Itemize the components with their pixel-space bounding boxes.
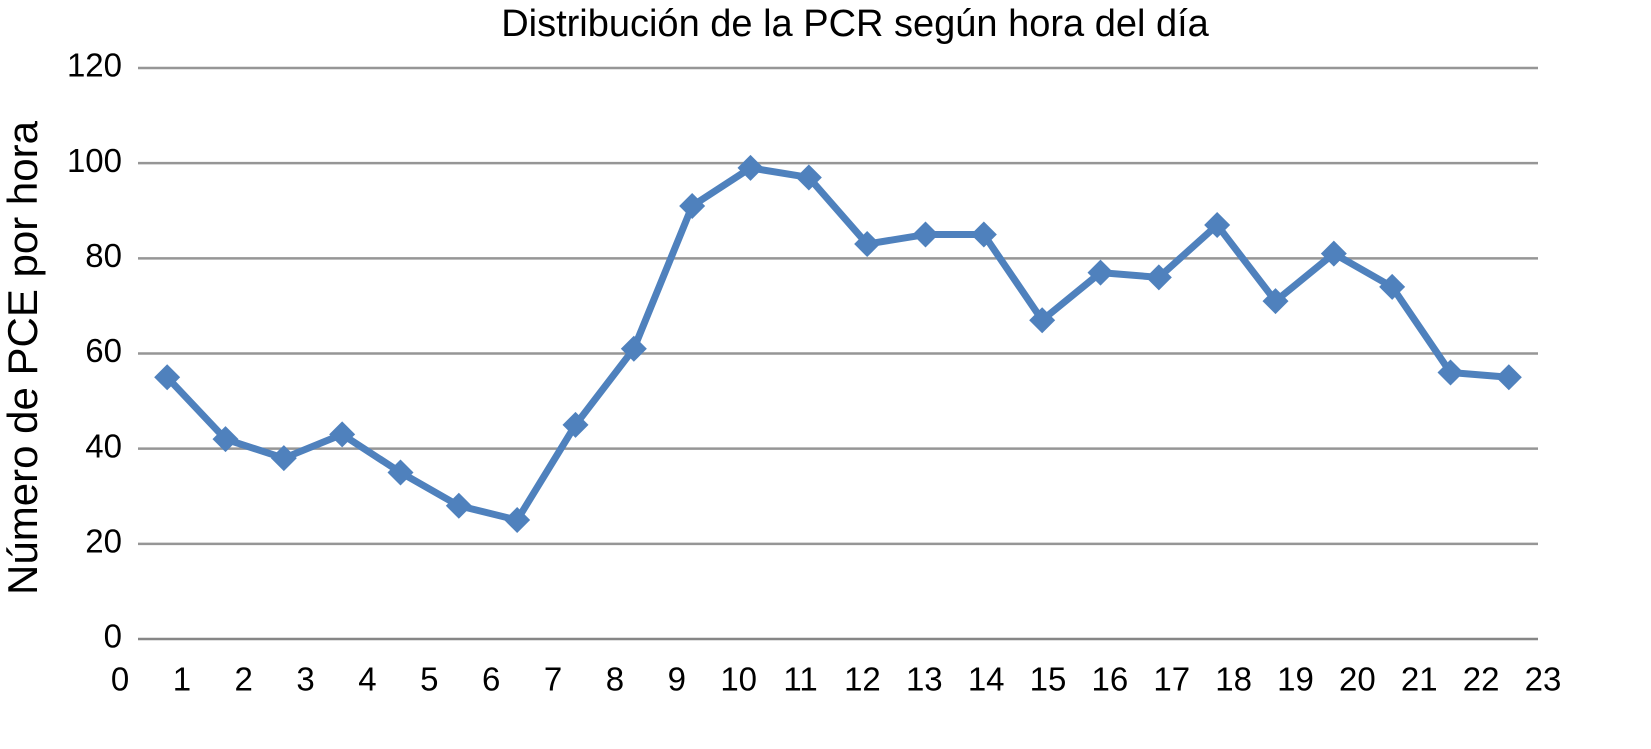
x-tick-label: 6 bbox=[482, 661, 500, 698]
x-tick-label: 11 bbox=[783, 661, 817, 698]
x-tick-label: 8 bbox=[606, 661, 624, 698]
x-tick-label: 3 bbox=[296, 661, 314, 698]
marker bbox=[679, 192, 706, 219]
marker bbox=[737, 154, 764, 181]
marker bbox=[270, 445, 297, 472]
y-tick-label: 80 bbox=[85, 237, 122, 274]
x-tick-label: 7 bbox=[544, 661, 562, 698]
y-tick-label: 120 bbox=[67, 47, 122, 84]
x-tick-label: 5 bbox=[420, 661, 438, 698]
x-tick-label: 1 bbox=[173, 661, 191, 698]
marker bbox=[387, 459, 414, 486]
x-tick-label: 0 bbox=[111, 661, 129, 698]
marker bbox=[329, 421, 356, 448]
marker bbox=[1379, 273, 1406, 300]
y-tick-label: 20 bbox=[85, 523, 122, 560]
marker bbox=[1262, 288, 1289, 315]
marker bbox=[1029, 307, 1056, 334]
marker bbox=[1145, 264, 1172, 291]
marker bbox=[1320, 240, 1347, 267]
marker bbox=[1495, 364, 1522, 391]
x-tick-label: 12 bbox=[844, 661, 881, 698]
marker bbox=[562, 411, 589, 438]
x-tick-label: 10 bbox=[720, 661, 757, 698]
x-tick-label: 17 bbox=[1153, 661, 1190, 698]
y-tick-label: 100 bbox=[67, 142, 122, 179]
marker bbox=[854, 231, 881, 258]
marker bbox=[795, 164, 822, 191]
x-tick-label: 18 bbox=[1215, 661, 1252, 698]
x-tick-label: 19 bbox=[1277, 661, 1314, 698]
marker bbox=[912, 221, 939, 248]
marker bbox=[445, 492, 472, 519]
x-tick-label: 2 bbox=[235, 661, 253, 698]
x-tick-label: 13 bbox=[906, 661, 943, 698]
y-tick-label: 60 bbox=[85, 332, 122, 369]
marker bbox=[1204, 212, 1231, 239]
x-tick-label: 21 bbox=[1401, 661, 1438, 698]
marker bbox=[620, 335, 647, 362]
marker bbox=[212, 426, 239, 453]
marker bbox=[154, 364, 181, 391]
x-tick-label: 14 bbox=[968, 661, 1005, 698]
y-tick-label: 0 bbox=[104, 618, 122, 655]
x-tick-label: 16 bbox=[1092, 661, 1129, 698]
x-tick-label: 22 bbox=[1463, 661, 1500, 698]
line bbox=[164, 164, 1510, 524]
chart-title: Distribución de la PCR según hora del dí… bbox=[501, 3, 1209, 45]
x-tick-label: 20 bbox=[1339, 661, 1376, 698]
x-tick-label: 4 bbox=[358, 661, 376, 698]
marker bbox=[970, 221, 997, 248]
marker bbox=[1437, 359, 1464, 386]
y-axis-label: Número de PCE por hora bbox=[0, 120, 46, 595]
x-tick-label: 9 bbox=[668, 661, 686, 698]
marker bbox=[1087, 259, 1114, 286]
marker bbox=[504, 507, 531, 534]
x-tick-label: 23 bbox=[1525, 661, 1562, 698]
y-tick-label: 40 bbox=[85, 427, 122, 464]
x-tick-label: 15 bbox=[1030, 661, 1067, 698]
